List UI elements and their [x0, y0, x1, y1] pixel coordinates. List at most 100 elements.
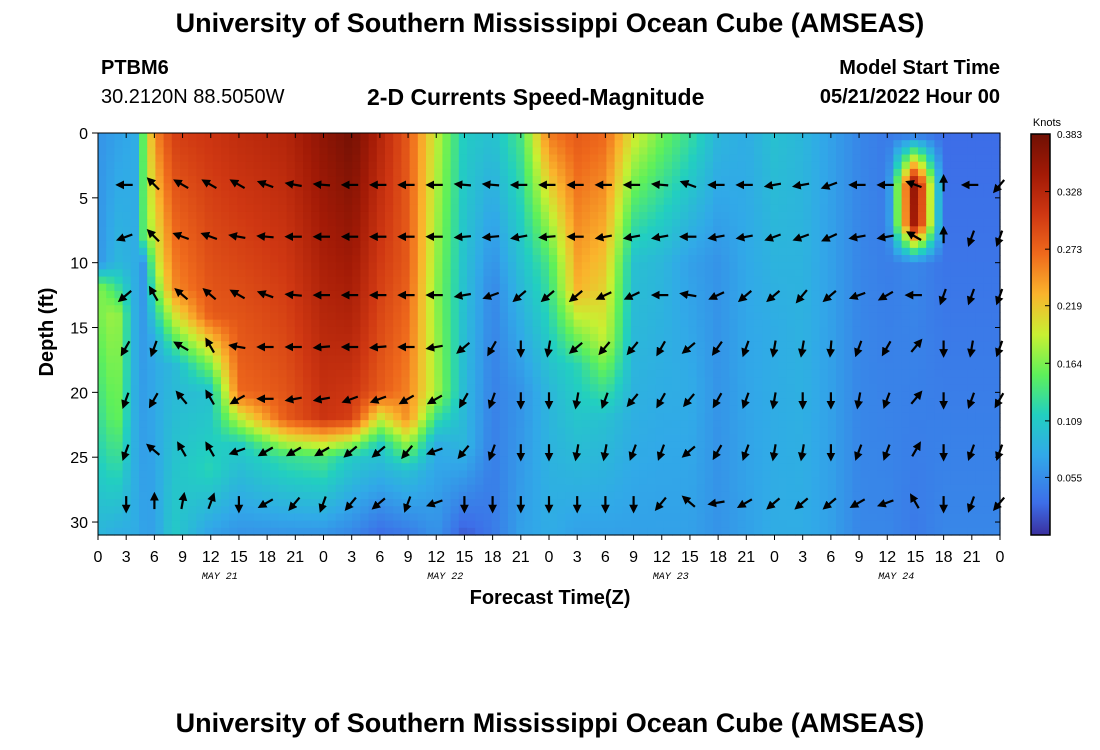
heatmap-cell [303, 312, 312, 321]
heatmap-cell [868, 398, 878, 407]
heatmap-cell [508, 283, 517, 292]
heatmap-cell [860, 377, 870, 385]
heatmap-cell [467, 262, 476, 270]
heatmap-cell [278, 434, 288, 443]
heatmap-cell [877, 176, 886, 184]
heatmap-cell [98, 168, 107, 177]
heatmap-cell [877, 269, 886, 278]
heatmap-cell [139, 312, 148, 321]
heatmap-cell [868, 362, 878, 371]
heatmap-cell [499, 427, 509, 436]
heatmap-cell [786, 312, 796, 321]
heatmap-cell [655, 276, 665, 285]
heatmap-cell [385, 233, 394, 242]
heatmap-cell [221, 420, 230, 428]
heatmap-cell [811, 305, 821, 314]
heatmap-cell [737, 312, 747, 321]
heatmap-cell [163, 434, 173, 443]
heatmap-cell [122, 319, 132, 328]
heatmap-cell [696, 262, 706, 270]
heatmap-cell [926, 147, 935, 156]
heatmap-cell [221, 384, 230, 393]
heatmap-cell [180, 219, 189, 227]
heatmap-cell [253, 140, 263, 148]
heatmap-cell [729, 341, 739, 349]
heatmap-cell [909, 262, 919, 270]
heatmap-cell [762, 341, 771, 349]
heatmap-cell [352, 247, 361, 256]
heatmap-cell [475, 341, 484, 349]
heatmap-cell [467, 290, 476, 299]
heatmap-cell [581, 133, 591, 141]
heatmap-cell [549, 448, 558, 457]
heatmap-cell [327, 183, 337, 192]
heatmap-cell [778, 219, 788, 227]
heatmap-cell [803, 233, 812, 242]
heatmap-cell [983, 448, 993, 457]
heatmap-cell [557, 255, 566, 263]
heatmap-cell [98, 398, 107, 407]
heatmap-cell [286, 211, 296, 220]
heatmap-cell [524, 420, 534, 428]
heatmap-cell [221, 334, 230, 342]
heatmap-cell [622, 283, 632, 292]
heatmap-cell [360, 362, 370, 371]
heatmap-cell [368, 204, 378, 213]
heatmap-cell [713, 240, 722, 249]
heatmap-cell [942, 377, 952, 385]
heatmap-cell [139, 384, 148, 393]
heatmap-cell [852, 391, 862, 400]
heatmap-cell [606, 441, 616, 450]
heatmap-cell [212, 384, 222, 393]
heatmap-cell [221, 412, 230, 421]
heatmap-cell [442, 204, 452, 213]
heatmap-cell [532, 298, 542, 306]
heatmap-cell [737, 133, 747, 141]
heatmap-cell [180, 240, 189, 249]
heatmap-cell [212, 154, 222, 163]
heatmap-cell [672, 168, 681, 177]
heatmap-cell [360, 412, 370, 421]
heatmap-cell [393, 312, 402, 321]
heatmap-cell [335, 147, 345, 156]
heatmap-cell [237, 298, 247, 306]
heatmap-cell [647, 211, 657, 220]
heatmap-cell [557, 412, 566, 421]
heatmap-cell [942, 197, 952, 206]
heatmap-cell [737, 247, 747, 256]
heatmap-cell [565, 377, 575, 385]
heatmap-cell [286, 176, 296, 184]
heatmap-cell [434, 219, 443, 227]
heatmap-cell [770, 176, 780, 184]
heatmap-cell [368, 456, 378, 464]
heatmap-cell [352, 255, 361, 263]
heatmap-cell [196, 161, 206, 170]
heatmap-cell [991, 290, 1001, 299]
heatmap-cell [417, 298, 427, 306]
heatmap-cell [901, 362, 911, 371]
heatmap-cell [458, 183, 468, 192]
heatmap-cell [450, 219, 460, 227]
heatmap-cell [335, 441, 345, 450]
heatmap-cell [942, 391, 952, 400]
heatmap-cell [680, 247, 689, 256]
heatmap-cell [163, 233, 173, 242]
heatmap-cell [893, 269, 903, 278]
heatmap-cell [803, 398, 812, 407]
heatmap-cell [786, 233, 796, 242]
heatmap-cell [795, 168, 804, 177]
heatmap-cell [877, 319, 886, 328]
heatmap-cell [672, 412, 681, 421]
heatmap-cell [983, 441, 993, 450]
heatmap-cell [434, 240, 443, 249]
heatmap-cell [983, 262, 993, 270]
heatmap-cell [959, 147, 968, 156]
heatmap-cell [417, 448, 427, 457]
heatmap-cell [975, 362, 985, 371]
heatmap-cell [991, 176, 1001, 184]
heatmap-cell [409, 262, 419, 270]
heatmap-cell [745, 255, 755, 263]
heatmap-cell [253, 262, 263, 270]
heatmap-cell [639, 319, 648, 328]
heatmap-cell [860, 211, 870, 220]
